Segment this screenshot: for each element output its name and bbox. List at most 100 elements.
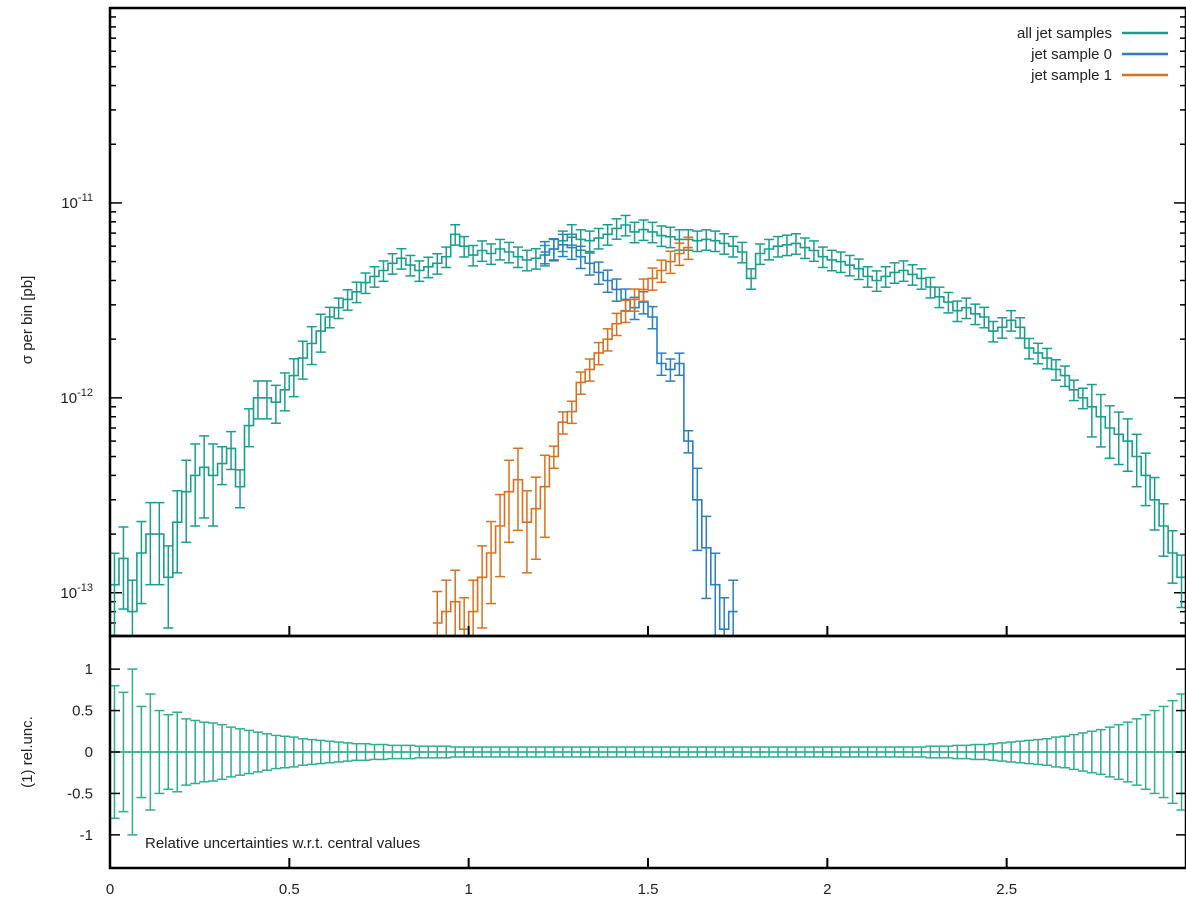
rel-unc-bar: [683, 746, 694, 758]
rel-unc-bar: [602, 746, 613, 758]
data-point: [835, 251, 846, 274]
rel-unc-bar: [557, 746, 568, 758]
data-point: [450, 223, 461, 246]
data-point: [1042, 347, 1053, 370]
legend-label: jet sample 1: [1030, 67, 1112, 84]
data-point: [647, 221, 658, 244]
bottom-panel: 1 0.5 0 -0.5 -1 (1) rel.unc. Relative uncert…: [19, 626, 1186, 898]
rel-unc-bar: [1131, 718, 1142, 786]
data-point: [781, 234, 792, 257]
series-all-jet-samples: [109, 214, 1186, 637]
legend: all jet samples jet sample 0 jet sample 1: [1017, 25, 1168, 84]
data-point: [862, 266, 873, 288]
data-point: [719, 233, 730, 255]
data-point: [970, 303, 981, 326]
rel-unc-bar: [199, 721, 210, 783]
data-point: [853, 258, 864, 281]
rel-unc-bar: [826, 746, 837, 758]
data-point: [378, 260, 389, 283]
histogram-line: [110, 224, 1186, 613]
bottom-series-layer: [109, 668, 1186, 836]
rel-unc-bar: [324, 740, 335, 764]
rel-unc-bar: [997, 742, 1008, 762]
rel-unc-bar: [1006, 741, 1017, 763]
rel-unc-bar: [773, 746, 784, 758]
data-point: [235, 469, 246, 509]
data-point: [1059, 365, 1070, 388]
rel-unc-bar: [387, 744, 398, 760]
data-point: [512, 447, 523, 532]
rel-unc-bar: [495, 746, 506, 758]
rel-unc-bar: [1024, 739, 1035, 765]
rel-unc-bar: [835, 746, 846, 758]
data-point: [252, 380, 263, 420]
data-point: [351, 281, 362, 304]
legend-label: jet sample 0: [1030, 46, 1112, 63]
data-point: [1104, 405, 1115, 459]
data-point: [746, 268, 757, 290]
data-point: [145, 501, 156, 586]
data-point: [1050, 359, 1061, 381]
data-point: [683, 429, 694, 454]
data-point: [270, 384, 281, 424]
rel-unc-bar: [243, 729, 254, 775]
data-point: [566, 236, 577, 261]
data-point: [737, 241, 748, 264]
rel-unc-bar: [611, 746, 622, 758]
data-point: [790, 233, 801, 255]
data-point: [907, 264, 918, 286]
data-point: [333, 297, 344, 320]
data-point: [889, 262, 900, 284]
data-point: [952, 300, 963, 323]
data-point: [1158, 503, 1169, 557]
data-point: [665, 358, 676, 382]
rel-unc-bar: [279, 735, 290, 769]
rel-unc-bar: [925, 745, 936, 759]
data-point: [1149, 476, 1160, 531]
rel-unc-bar: [306, 738, 317, 766]
rel-unc-bar: [889, 746, 900, 758]
data-point: [1077, 387, 1088, 410]
data-point: [593, 227, 604, 250]
rel-unc-bar: [1077, 732, 1088, 772]
x-tick-label: 0.5: [279, 881, 300, 898]
data-point: [1122, 418, 1133, 473]
tick-base: 10: [60, 585, 77, 602]
rel-unc-bar: [414, 745, 425, 759]
data-point: [486, 520, 497, 605]
rel-unc-bar: [701, 746, 712, 758]
data-point: [656, 352, 667, 377]
rel-unc-bar: [566, 746, 577, 758]
data-point: [692, 230, 703, 253]
data-point: [190, 443, 201, 527]
rel-unc-bar: [665, 746, 676, 758]
rel-unc-bar: [988, 742, 999, 762]
data-point: [728, 235, 739, 258]
data-point: [477, 545, 488, 629]
rel-unc-bar: [1086, 730, 1097, 774]
data-point: [898, 260, 909, 283]
x-tick-labels: 0 0.5 1 1.5 2 2.5: [106, 626, 1017, 898]
rel-unc-series: [109, 668, 1186, 836]
data-point: [1095, 393, 1106, 448]
data-point: [593, 341, 604, 366]
data-point: [638, 219, 649, 242]
rel-unc-bar: [1042, 737, 1053, 767]
rel-unc-bar: [898, 746, 909, 758]
data-point: [441, 246, 452, 269]
data-point: [1167, 530, 1178, 584]
rel-unc-bar: [521, 746, 532, 758]
rel-unc-bar: [226, 726, 237, 778]
rel-unc-bar: [1158, 705, 1169, 799]
rel-unc-bar: [755, 746, 766, 758]
data-point: [288, 358, 299, 398]
data-point: [656, 259, 667, 284]
data-point: [548, 445, 559, 470]
rel-unc-bar: [208, 722, 219, 782]
data-point: [360, 272, 371, 295]
data-point: [683, 236, 694, 261]
data-point: [504, 241, 515, 264]
